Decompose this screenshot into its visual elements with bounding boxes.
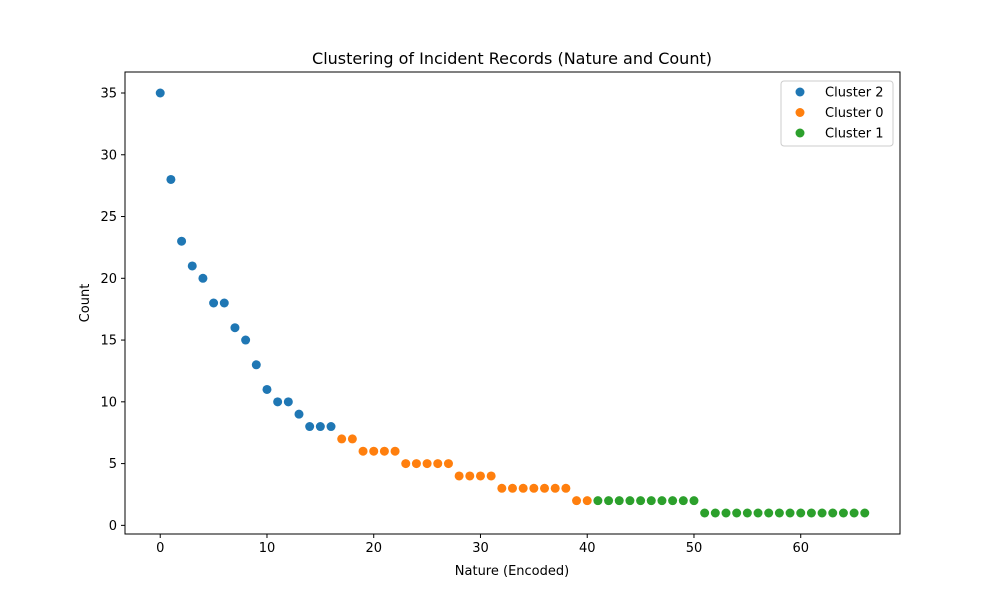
data-point [508, 483, 517, 493]
data-point [283, 397, 293, 407]
data-point [294, 409, 304, 419]
legend-marker [795, 128, 805, 138]
data-point [358, 446, 368, 456]
plot-area-frame [124, 71, 901, 535]
data-point [668, 496, 678, 506]
y-tick-label: 25 [100, 210, 117, 225]
data-point [497, 483, 507, 493]
data-point [657, 496, 667, 506]
x-tick-label: 50 [686, 541, 703, 556]
data-point [785, 508, 795, 518]
data-point [700, 508, 710, 518]
data-point [860, 508, 870, 518]
legend-marker [795, 108, 805, 117]
data-point [550, 483, 560, 493]
y-tick-label: 10 [100, 395, 117, 410]
data-point [262, 384, 272, 394]
data-point [764, 508, 774, 518]
chart-title: Clustering of Incident Records (Nature a… [312, 49, 712, 68]
data-point [251, 360, 261, 370]
data-point [614, 496, 624, 506]
data-point [326, 422, 336, 432]
data-point [646, 496, 656, 506]
legend: Cluster 2 Cluster 0 Cluster 1 [780, 80, 894, 147]
data-point [177, 236, 187, 246]
data-point [625, 496, 635, 506]
y-tick-label: 20 [100, 272, 117, 287]
data-point [155, 88, 165, 98]
data-point [187, 261, 197, 271]
data-point [241, 335, 251, 345]
x-tick-label: 0 [156, 541, 164, 556]
legend-marker [795, 87, 805, 97]
x-axis: 0 10 20 30 40 50 60 [156, 534, 809, 556]
data-point [604, 496, 614, 506]
data-point [411, 459, 421, 469]
y-tick-label: 30 [100, 148, 117, 163]
data-point [678, 496, 688, 506]
data-point [337, 434, 347, 444]
y-tick-label: 5 [109, 457, 117, 472]
data-point [219, 298, 229, 308]
data-point [540, 483, 550, 493]
data-point [230, 323, 240, 333]
data-point [315, 422, 325, 432]
data-point [486, 471, 496, 481]
y-tick-label: 35 [100, 87, 117, 102]
data-point [732, 508, 742, 518]
data-point [347, 434, 357, 444]
data-point [369, 446, 379, 456]
x-tick-label: 40 [579, 541, 596, 556]
data-point [582, 496, 592, 506]
data-point [273, 397, 283, 407]
data-point [828, 508, 838, 518]
data-point [401, 459, 411, 469]
data-point [721, 508, 731, 518]
data-point [209, 298, 219, 308]
data-point [518, 483, 528, 493]
data-point [593, 496, 603, 506]
data-point [561, 483, 571, 493]
legend-label: Cluster 0 [825, 106, 884, 121]
x-axis-label: Nature (Encoded) [455, 564, 569, 579]
y-tick-label: 15 [100, 334, 117, 349]
data-point [198, 273, 208, 283]
data-point [742, 508, 752, 518]
data-point [443, 459, 453, 469]
legend-label: Cluster 1 [825, 127, 884, 142]
data-point [379, 446, 389, 456]
data-point [305, 422, 315, 432]
data-point [774, 508, 784, 518]
data-points [155, 88, 870, 518]
data-point [465, 471, 475, 481]
legend-label: Cluster 2 [825, 86, 884, 101]
x-tick-label: 30 [472, 541, 489, 556]
data-point [838, 508, 848, 518]
data-point [710, 508, 720, 518]
data-point [390, 446, 400, 456]
data-point [849, 508, 859, 518]
data-point [572, 496, 582, 506]
data-point [753, 508, 763, 518]
data-point [817, 508, 827, 518]
data-point [475, 471, 485, 481]
y-tick-label: 0 [109, 519, 117, 534]
data-point [796, 508, 806, 518]
legend-box [780, 80, 894, 147]
data-point [166, 174, 176, 184]
data-point [422, 459, 432, 469]
data-point [433, 459, 443, 469]
x-tick-label: 10 [259, 541, 276, 556]
x-tick-label: 20 [365, 541, 382, 556]
x-tick-label: 60 [792, 541, 809, 556]
data-point [636, 496, 646, 506]
data-point [806, 508, 816, 518]
data-point [454, 471, 464, 481]
y-axis-label: Count [78, 284, 93, 323]
data-point [689, 496, 699, 506]
data-point [529, 483, 539, 493]
y-axis: 0 5 10 15 20 25 30 35 [100, 87, 125, 534]
